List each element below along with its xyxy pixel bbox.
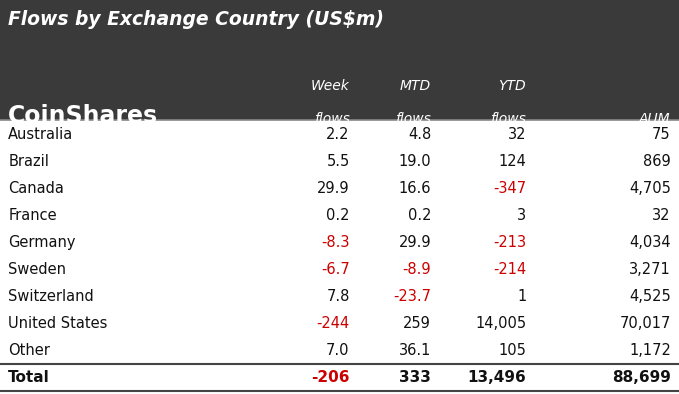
Text: -244: -244	[316, 316, 350, 331]
Text: Other: Other	[8, 343, 50, 358]
Text: 105: 105	[498, 343, 526, 358]
Text: MTD: MTD	[400, 79, 431, 93]
Text: 14,005: 14,005	[475, 316, 526, 331]
Text: France: France	[8, 208, 57, 223]
Text: -347: -347	[493, 181, 526, 196]
Text: 4,525: 4,525	[629, 289, 671, 304]
Text: Brazil: Brazil	[8, 154, 49, 169]
Text: 36.1: 36.1	[399, 343, 431, 358]
Text: 1: 1	[517, 289, 526, 304]
Text: 0.2: 0.2	[407, 208, 431, 223]
Text: -6.7: -6.7	[321, 262, 350, 277]
Text: 29.9: 29.9	[399, 235, 431, 250]
Text: 4,034: 4,034	[629, 235, 671, 250]
Text: Australia: Australia	[8, 127, 73, 142]
Text: 19.0: 19.0	[399, 154, 431, 169]
Text: 70,017: 70,017	[619, 316, 671, 331]
Text: 16.6: 16.6	[399, 181, 431, 196]
Text: 4.8: 4.8	[408, 127, 431, 142]
Text: Week: Week	[311, 79, 350, 93]
Text: -213: -213	[493, 235, 526, 250]
Text: 7.8: 7.8	[327, 289, 350, 304]
Text: 7.0: 7.0	[326, 343, 350, 358]
Text: 13,496: 13,496	[467, 370, 526, 385]
Text: 1,172: 1,172	[629, 343, 671, 358]
Text: -214: -214	[493, 262, 526, 277]
Text: 869: 869	[643, 154, 671, 169]
Text: 29.9: 29.9	[317, 181, 350, 196]
Text: Sweden: Sweden	[8, 262, 66, 277]
Text: United States: United States	[8, 316, 107, 331]
Bar	[0, 0, 679, 120]
Text: Canada: Canada	[8, 181, 64, 196]
Text: -8.3: -8.3	[321, 235, 350, 250]
Text: -206: -206	[311, 370, 350, 385]
Text: 333: 333	[399, 370, 431, 385]
Text: 75: 75	[653, 127, 671, 142]
Text: 124: 124	[498, 154, 526, 169]
Text: flows: flows	[490, 112, 526, 126]
Text: AUM: AUM	[639, 112, 671, 126]
Text: flows: flows	[314, 112, 350, 126]
Text: 3: 3	[517, 208, 526, 223]
Text: 32: 32	[508, 127, 526, 142]
Text: 88,699: 88,699	[612, 370, 671, 385]
Text: flows: flows	[395, 112, 431, 126]
Text: 259: 259	[403, 316, 431, 331]
Text: 5.5: 5.5	[327, 154, 350, 169]
Text: CoinShares: CoinShares	[8, 104, 158, 128]
Text: YTD: YTD	[498, 79, 526, 93]
Text: Total: Total	[8, 370, 50, 385]
Text: 3,271: 3,271	[629, 262, 671, 277]
Text: 32: 32	[653, 208, 671, 223]
Text: Germany: Germany	[8, 235, 75, 250]
Text: Flows by Exchange Country (US$m): Flows by Exchange Country (US$m)	[8, 10, 384, 29]
Text: 0.2: 0.2	[326, 208, 350, 223]
Text: -8.9: -8.9	[403, 262, 431, 277]
Text: -23.7: -23.7	[393, 289, 431, 304]
Text: 4,705: 4,705	[629, 181, 671, 196]
Text: 2.2: 2.2	[326, 127, 350, 142]
Text: Switzerland: Switzerland	[8, 289, 94, 304]
